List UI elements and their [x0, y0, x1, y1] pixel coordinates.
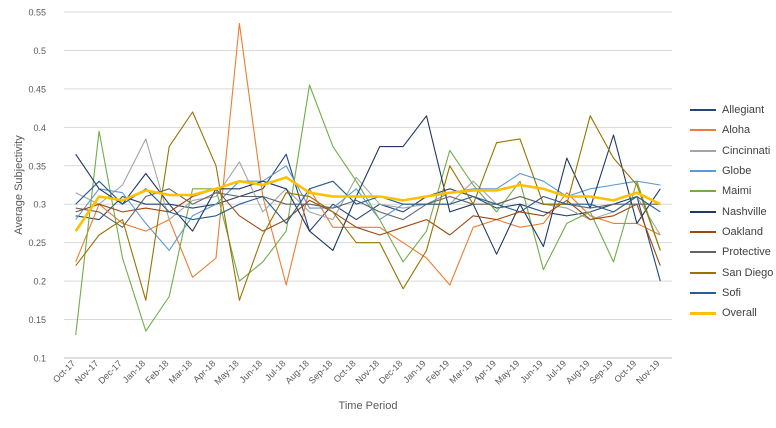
legend-item-protective: Protective — [690, 242, 774, 262]
x-tick-label: Feb-18 — [143, 358, 170, 385]
x-tick-label: May-18 — [213, 358, 241, 386]
y-tick-label: 0.25 — [28, 238, 46, 248]
legend-item-san-diego: San Diego — [690, 262, 774, 282]
legend-item-globe: Globe — [690, 161, 774, 181]
x-tick-label: Dec-18 — [377, 358, 405, 386]
legend-label: Overall — [722, 307, 757, 320]
legend-swatch — [690, 109, 716, 112]
x-tick-label: Oct-17 — [51, 358, 77, 384]
legend-swatch — [690, 251, 716, 254]
x-tick-label: Feb-19 — [424, 358, 451, 385]
x-tick-label: Nov-17 — [73, 358, 101, 386]
x-tick-label: Sep-18 — [307, 358, 335, 386]
legend-label: Oakland — [722, 225, 763, 238]
legend-label: Allegiant — [722, 104, 765, 117]
x-tick-label: Nov-19 — [634, 358, 662, 386]
y-tick-label: 0.55 — [28, 8, 46, 18]
legend-swatch — [690, 311, 716, 315]
y-tick-label: 0.5 — [33, 46, 46, 56]
legend-swatch — [690, 170, 716, 173]
x-tick-label: Jan-18 — [121, 358, 148, 385]
x-axis-title: Time Period — [339, 400, 398, 412]
legend-swatch — [690, 210, 716, 213]
series-line-aloha — [75, 22, 661, 286]
x-tick-label: Mar-19 — [447, 358, 474, 385]
series-line-globe — [75, 165, 661, 251]
x-tick-label: Jan-19 — [401, 358, 428, 385]
x-tick-label: Oct-18 — [332, 358, 358, 384]
legend-item-oakland: Oakland — [690, 222, 774, 242]
x-tick-label: Nov-18 — [354, 358, 382, 386]
x-tick-label: May-19 — [493, 358, 521, 386]
x-tick-label: Aug-18 — [283, 358, 311, 386]
x-tick-label: Mar-18 — [167, 358, 194, 385]
legend-item-aloha: Aloha — [690, 120, 774, 140]
legend-swatch — [690, 190, 716, 193]
legend-label: Cincinnati — [722, 144, 771, 157]
legend-item-overall: Overall — [690, 303, 774, 323]
legend-label: Nashville — [722, 205, 767, 218]
legend-label: Sofi — [722, 286, 741, 299]
legend-swatch — [690, 271, 716, 274]
legend-item-allegiant: Allegiant — [690, 100, 774, 120]
legend-swatch — [690, 149, 716, 152]
legend-label: Protective — [722, 246, 771, 259]
legend-label: Globe — [722, 165, 752, 178]
legend-item-sofi: Sofi — [690, 283, 774, 303]
legend-item-nashville: Nashville — [690, 201, 774, 221]
legend-swatch — [690, 129, 716, 132]
y-tick-label: 0.35 — [28, 161, 46, 171]
series-line-san-diego — [75, 111, 661, 301]
x-tick-label: Jun-18 — [238, 358, 265, 385]
legend-item-cincinnati: Cincinnati — [690, 141, 774, 161]
x-tick-label: Dec-17 — [96, 358, 124, 386]
series-line-maimi — [75, 84, 661, 335]
y-tick-label: 0.15 — [28, 315, 46, 325]
legend-label: Aloha — [722, 124, 751, 137]
legend-swatch — [690, 291, 716, 294]
y-tick-label: 0.3 — [33, 200, 46, 210]
legend-item-maimi: Maimi — [690, 181, 774, 201]
y-tick-label: 0.45 — [28, 84, 46, 94]
y-tick-label: 0.1 — [33, 354, 46, 364]
x-tick-label: Oct-19 — [612, 358, 638, 384]
y-axis-title: Average Subjectivity — [13, 135, 25, 235]
legend-label: Maimi — [722, 185, 752, 198]
chart-legend: Allegiant Aloha Cincinnati Globe Maimi Nashvi… — [690, 100, 774, 323]
series-line-overall — [74, 176, 661, 232]
series-line-sofi — [75, 180, 661, 224]
legend-swatch — [690, 230, 716, 233]
series-line-allegiant — [75, 153, 661, 282]
legend-label: San Diego — [722, 266, 774, 279]
x-tick-label: Sep-19 — [587, 358, 615, 386]
x-tick-label: Aug-19 — [564, 358, 592, 386]
series-line-cincinnati — [75, 138, 661, 236]
y-tick-label: 0.2 — [33, 277, 46, 287]
x-tick-label: Jun-19 — [518, 358, 545, 385]
y-tick-label: 0.4 — [33, 123, 46, 133]
